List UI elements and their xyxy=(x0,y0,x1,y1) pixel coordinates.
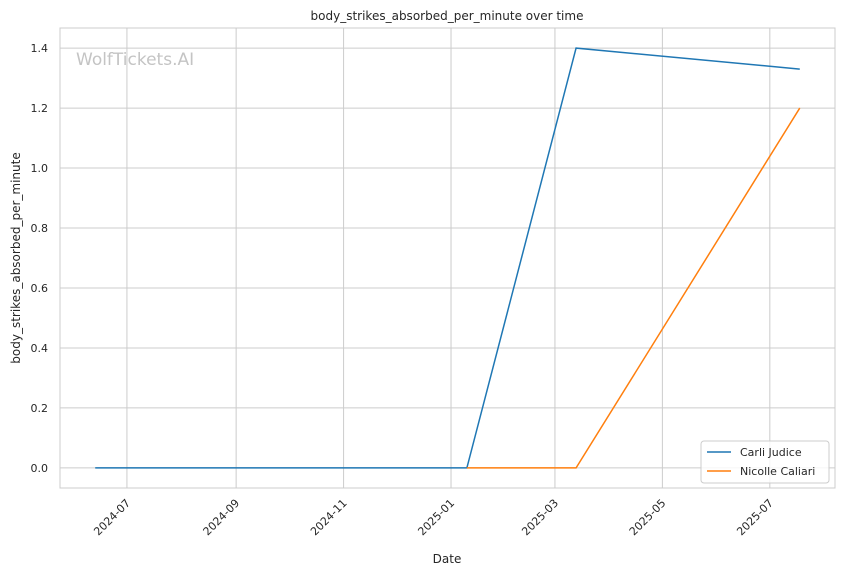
legend-label-carli: Carli Judice xyxy=(740,446,802,459)
y-tick-label: 1.2 xyxy=(31,102,49,115)
watermark: WolfTickets.AI xyxy=(76,50,194,70)
y-tick-labels: 0.0 0.2 0.4 0.6 0.8 1.0 1.2 1.4 xyxy=(31,42,49,475)
x-tick-label: 2024-07 xyxy=(91,497,133,539)
y-tick-label: 0.0 xyxy=(31,462,49,475)
x-tick-labels: 2024-07 2024-09 2024-11 2025-01 2025-03 2025-… xyxy=(91,497,776,539)
series-lines xyxy=(95,48,800,468)
x-tick-label: 2025-01 xyxy=(415,497,457,539)
y-tick-label: 1.0 xyxy=(31,162,49,175)
y-tick-label: 1.4 xyxy=(31,42,49,55)
series-line-0 xyxy=(95,48,800,468)
x-tick-label: 2025-05 xyxy=(627,497,669,539)
x-tick-label: 2024-11 xyxy=(308,497,350,539)
plot-frame xyxy=(60,28,835,488)
x-tick-label: 2025-03 xyxy=(519,497,561,539)
x-axis-label: Date xyxy=(433,552,462,566)
x-tick-label: 2025-07 xyxy=(734,497,776,539)
y-tick-label: 0.2 xyxy=(31,402,49,415)
y-tick-label: 0.4 xyxy=(31,342,49,355)
y-tick-label: 0.8 xyxy=(31,222,49,235)
y-tick-label: 0.6 xyxy=(31,282,49,295)
grid xyxy=(60,28,835,488)
y-axis-label: body_strikes_absorbed_per_minute xyxy=(9,152,23,363)
x-tick-label: 2024-09 xyxy=(201,497,243,539)
legend-label-nicolle: Nicolle Caliari xyxy=(740,465,815,478)
legend: Carli Judice Nicolle Caliari xyxy=(701,441,829,483)
chart-title: body_strikes_absorbed_per_minute over ti… xyxy=(311,9,584,23)
